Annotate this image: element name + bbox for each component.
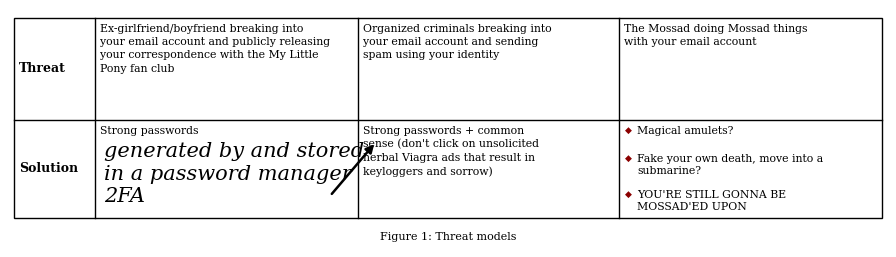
Text: Figure 1: Threat models: Figure 1: Threat models <box>380 232 516 242</box>
Text: ◆: ◆ <box>625 154 632 163</box>
Text: Magical amulets?: Magical amulets? <box>637 126 733 136</box>
Text: Strong passwords: Strong passwords <box>100 126 199 136</box>
Text: ◆: ◆ <box>625 190 632 199</box>
Text: Fake your own death, move into a
submarine?: Fake your own death, move into a submari… <box>637 154 823 176</box>
Text: Organized criminals breaking into
your email account and sending
spam using your: Organized criminals breaking into your e… <box>363 24 552 60</box>
Text: Threat: Threat <box>19 62 66 76</box>
Text: Solution: Solution <box>19 162 78 176</box>
Text: generated by and stored
in a password manager
2FA: generated by and stored in a password ma… <box>104 142 364 207</box>
Text: YOU'RE STILL GONNA BE
MOSSAD'ED UPON: YOU'RE STILL GONNA BE MOSSAD'ED UPON <box>637 190 786 212</box>
Text: The Mossad doing Mossad things
with your email account: The Mossad doing Mossad things with your… <box>624 24 807 47</box>
Text: Ex-girlfriend/boyfriend breaking into
your email account and publicly releasing
: Ex-girlfriend/boyfriend breaking into yo… <box>100 24 330 74</box>
Text: ◆: ◆ <box>625 126 632 135</box>
Bar <box>14 18 882 218</box>
Text: Strong passwords + common
sense (don't click on unsolicited
herbal Viagra ads th: Strong passwords + common sense (don't c… <box>363 126 539 177</box>
